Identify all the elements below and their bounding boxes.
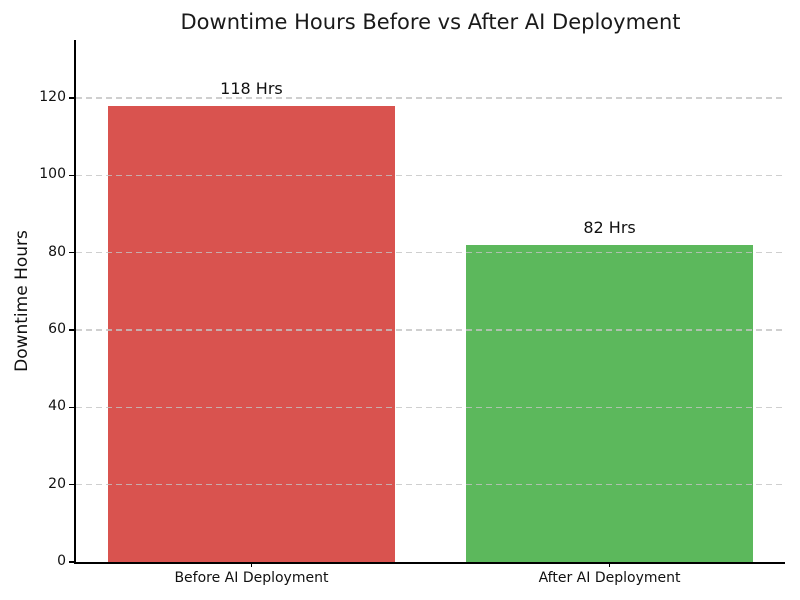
bottom-spine [74, 562, 785, 564]
y-tick-mark-120 [69, 97, 74, 99]
y-tick-mark-20 [69, 483, 74, 486]
y-tick-label-100: 100 [39, 166, 66, 183]
gridline-y-60 [76, 329, 785, 331]
y-tick-mark-0 [69, 561, 74, 563]
gridline-y-40 [76, 406, 785, 409]
left-spine [74, 40, 76, 564]
y-tick-label-40: 40 [48, 398, 66, 415]
y-tick-label-120: 120 [39, 89, 66, 105]
bar-value-label-after-ai-deployment: 82 Hrs [583, 217, 636, 237]
y-tick-label-80: 80 [48, 243, 66, 260]
bar-before-ai-deployment [108, 105, 395, 562]
x-tick-mark-after-ai-deployment [608, 562, 611, 567]
x-tick-label-before-ai-deployment: Before AI Deployment [174, 570, 329, 586]
y-tick-mark-100 [69, 174, 74, 177]
bar-value-label-before-ai-deployment: 118 Hrs [220, 78, 283, 98]
y-tick-mark-60 [69, 329, 74, 331]
gridline-y-80 [76, 251, 785, 254]
y-tick-label-0: 0 [57, 553, 66, 569]
gridline-y-20 [76, 483, 785, 486]
plot-area: 118 Hrs 82 Hrs [76, 40, 785, 562]
x-tick-mark-before-ai-deployment [250, 562, 253, 567]
bar-after-ai-deployment [466, 244, 753, 562]
x-tick-label-after-ai-deployment: After AI Deployment [538, 570, 681, 586]
y-tick-mark-80 [69, 251, 74, 254]
gridline-y-100 [76, 174, 785, 177]
y-tick-mark-40 [69, 406, 74, 409]
gridline-y-120 [76, 97, 785, 99]
y-tick-label-20: 20 [48, 475, 66, 492]
y-tick-label-60: 60 [48, 321, 66, 337]
chart-title: Downtime Hours Before vs After AI Deploy… [180, 10, 681, 34]
